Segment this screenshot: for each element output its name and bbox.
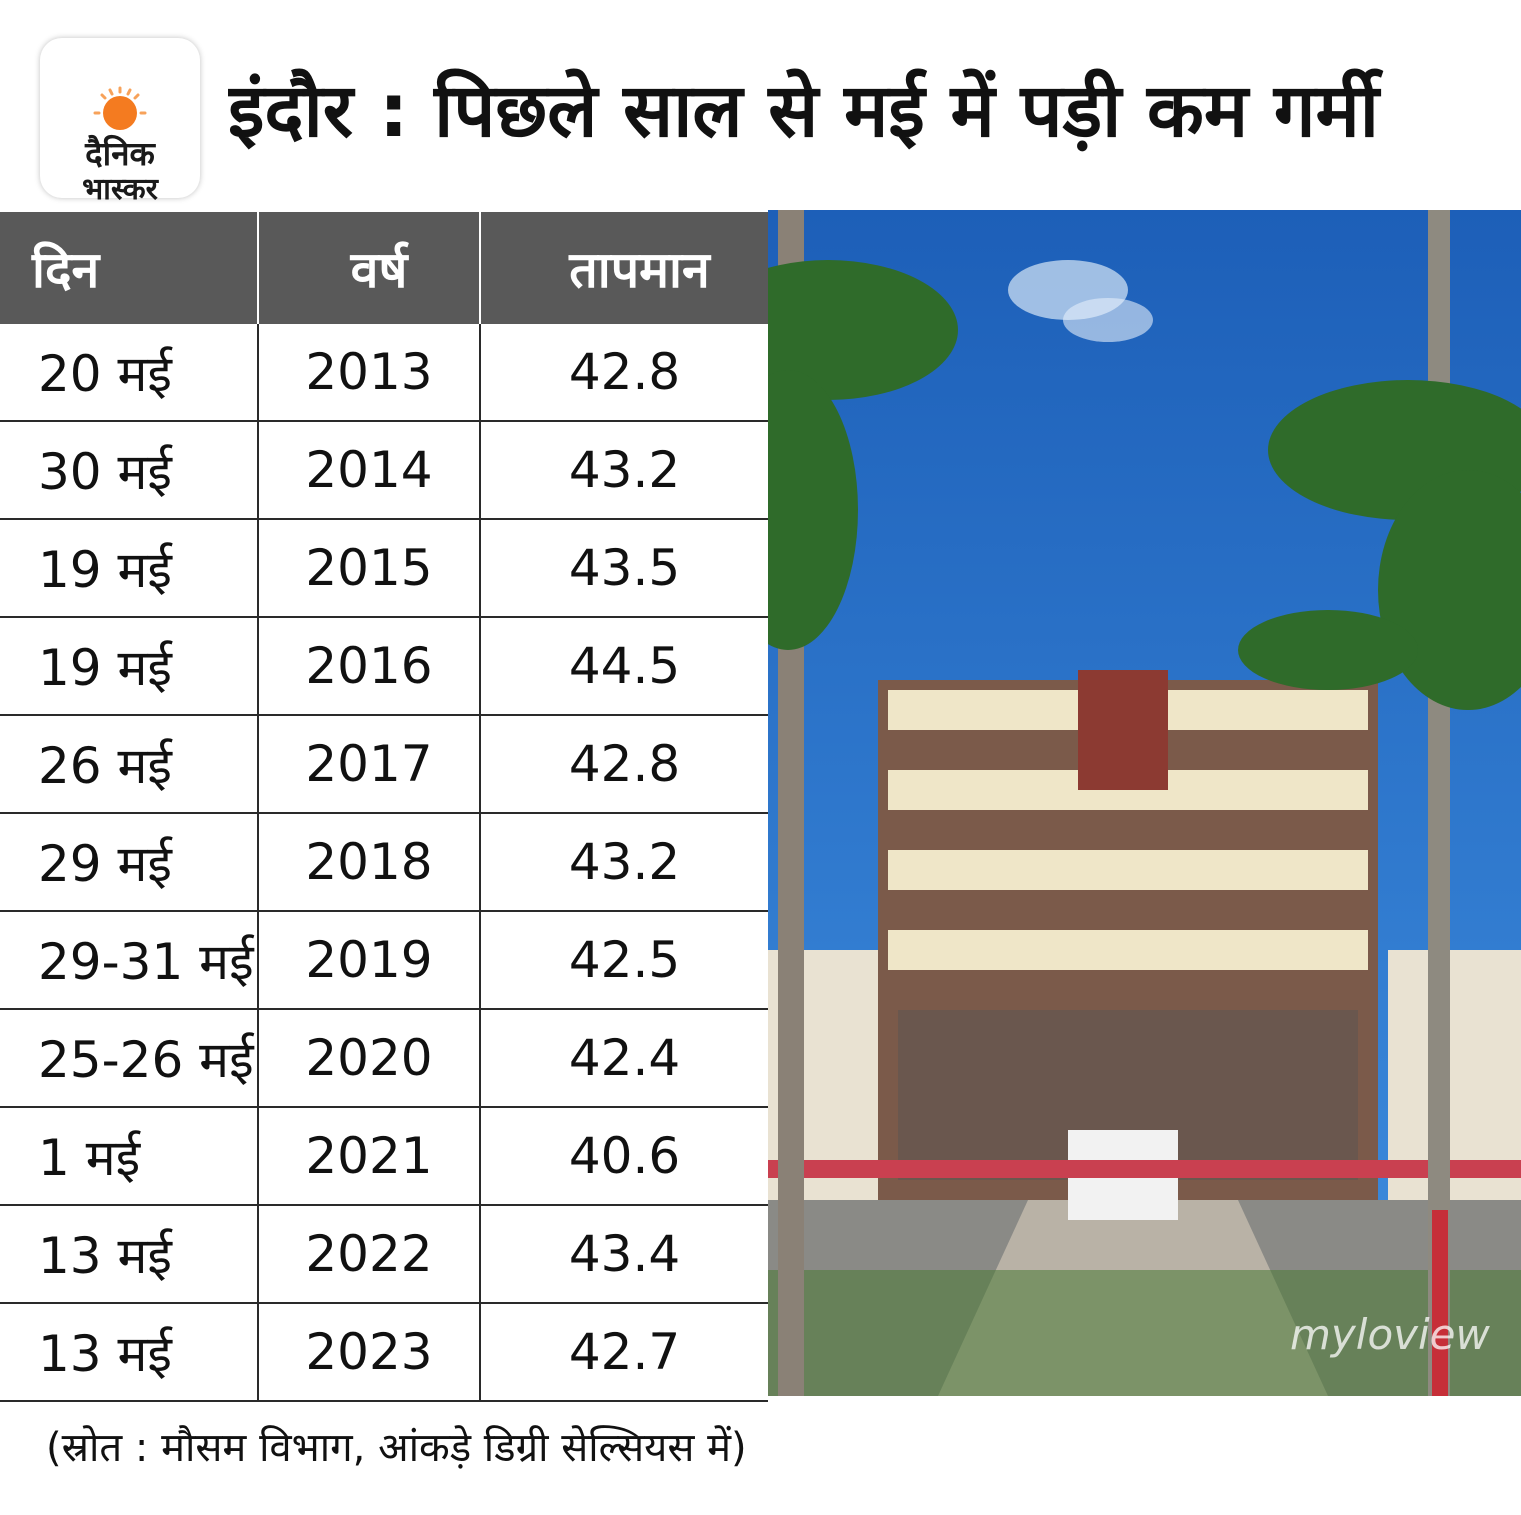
temperature-table: दिन वर्ष तापमान 20 मई 2013 42.8 30 मई 2014 4…	[0, 212, 768, 1402]
cell-day: 13 मई	[0, 1205, 259, 1304]
cell-year: 2016	[258, 617, 481, 716]
cell-day: 29 मई	[0, 813, 259, 912]
cell-temperature: 42.8	[480, 715, 768, 814]
table-row: 29 मई 2018 43.2	[0, 813, 768, 912]
table-header-row: दिन वर्ष तापमान	[0, 212, 768, 324]
cell-temperature: 43.5	[480, 519, 768, 618]
cell-year: 2020	[258, 1009, 481, 1108]
table-row: 25-26 मई 2020 42.4	[0, 1009, 768, 1108]
sun-icon	[93, 86, 147, 130]
logo-text-line1: दैनिक	[85, 134, 155, 173]
cell-year: 2019	[258, 911, 481, 1010]
cell-year: 2014	[258, 421, 481, 520]
cell-year: 2018	[258, 813, 481, 912]
column-header-temperature: तापमान	[480, 212, 768, 324]
logo-text-line2: भास्कर	[82, 172, 158, 207]
cell-day: 20 मई	[0, 324, 259, 422]
table-row: 1 मई 2021 40.6	[0, 1107, 768, 1206]
cell-temperature: 43.2	[480, 421, 768, 520]
cell-year: 2013	[258, 324, 481, 422]
page-title: इंदौर : पिछले साल से मई में पड़ी कम गर्म…	[228, 68, 1379, 154]
table-row: 13 मई 2023 42.7	[0, 1303, 768, 1402]
cell-day: 13 मई	[0, 1303, 259, 1402]
cell-day: 25-26 मई	[0, 1009, 259, 1108]
table-row: 29-31 मई 2019 42.5	[0, 911, 768, 1010]
cell-temperature: 42.7	[480, 1303, 768, 1402]
cell-temperature: 44.5	[480, 617, 768, 716]
cell-year: 2017	[258, 715, 481, 814]
cell-day: 19 मई	[0, 617, 259, 716]
table-row: 30 मई 2014 43.2	[0, 421, 768, 520]
cell-day: 19 मई	[0, 519, 259, 618]
cell-temperature: 42.5	[480, 911, 768, 1010]
cell-temperature: 43.4	[480, 1205, 768, 1304]
rajwada-palace-photo	[768, 210, 1521, 1396]
cell-temperature: 42.4	[480, 1009, 768, 1108]
cell-day: 26 मई	[0, 715, 259, 814]
photo-watermark: myloview	[1290, 1310, 1490, 1359]
table-row: 13 मई 2022 43.4	[0, 1205, 768, 1304]
cell-day: 29-31 मई	[0, 911, 259, 1010]
table-row: 19 मई 2015 43.5	[0, 519, 768, 618]
dainik-bhaskar-logo: दैनिक भास्कर	[40, 38, 200, 207]
source-note: (स्रोत : मौसम विभाग, आंकड़े डिग्री सेल्स…	[46, 1425, 747, 1471]
table-row: 20 मई 2013 42.8	[0, 324, 768, 422]
cell-year: 2015	[258, 519, 481, 618]
cell-temperature: 40.6	[480, 1107, 768, 1206]
cell-day: 1 मई	[0, 1107, 259, 1206]
cell-temperature: 43.2	[480, 813, 768, 912]
table-row: 19 मई 2016 44.5	[0, 617, 768, 716]
cell-year: 2021	[258, 1107, 481, 1206]
cell-temperature: 42.8	[480, 324, 768, 422]
column-header-year: वर्ष	[258, 212, 481, 324]
table-row: 26 मई 2017 42.8	[0, 715, 768, 814]
column-header-day: दिन	[0, 212, 259, 324]
table-body: 20 मई 2013 42.8 30 मई 2014 43.2 19 मई 2015 43.…	[0, 324, 768, 1402]
cell-day: 30 मई	[0, 421, 259, 520]
cell-year: 2023	[258, 1303, 481, 1402]
cell-year: 2022	[258, 1205, 481, 1304]
